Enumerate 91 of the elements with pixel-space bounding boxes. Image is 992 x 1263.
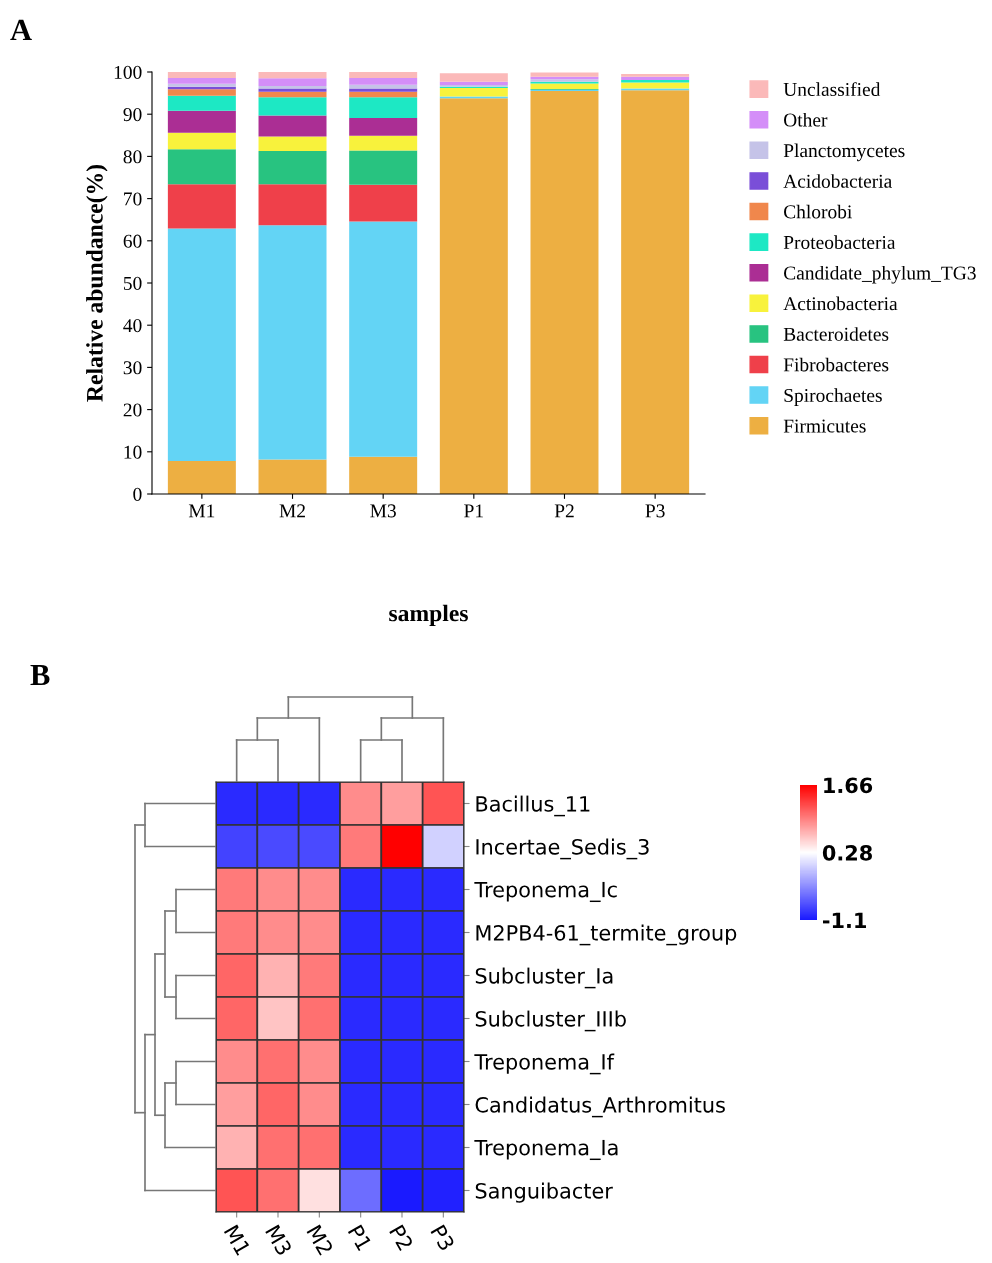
x-tick-label: P3 — [430, 1224, 456, 1252]
bar — [167, 110, 236, 133]
bar — [349, 91, 418, 98]
y-tick-label: Subcluster_Ia — [475, 967, 613, 989]
bar — [439, 98, 508, 494]
y-tick-label: Subcluster_IIIb — [475, 1010, 626, 1032]
x-tick-label: M2 — [279, 504, 305, 518]
legend-label: Fibrobacteres — [783, 357, 889, 372]
legend-label: Spirochaetes — [784, 388, 882, 406]
x-tick-label: M1 — [223, 1224, 251, 1256]
bar — [530, 90, 599, 494]
bar — [258, 91, 327, 98]
y-tick-label: 60 — [123, 234, 142, 248]
color-bar-label: -1.1 — [822, 912, 866, 928]
y-tick-label: 70 — [124, 192, 142, 206]
text: A — [10, 19, 32, 40]
x-tick-label: P1 — [464, 504, 483, 518]
bar — [167, 228, 236, 462]
x-tick-label: M2 — [306, 1224, 334, 1256]
bar — [258, 150, 327, 185]
bar — [258, 225, 327, 460]
bar — [349, 150, 418, 185]
x-tick-label: P2 — [389, 1224, 414, 1251]
legend-label: Actinobacteria — [783, 296, 898, 311]
y-tick-label: 10 — [124, 445, 142, 459]
legend-label: Acidobacteria — [783, 174, 892, 188]
bar — [167, 95, 236, 111]
bar — [349, 184, 418, 222]
y-tick-label: 20 — [123, 403, 142, 417]
color-bar-label: 0.28 — [822, 844, 872, 861]
y-tick-label: Incertae_Sedis_3 — [476, 838, 649, 860]
x-tick-label: P2 — [554, 504, 574, 518]
y-tick-label: 50 — [123, 276, 142, 290]
bar — [258, 459, 327, 494]
bar — [167, 461, 236, 494]
bar — [167, 184, 236, 229]
y-tick-label: 40 — [123, 319, 142, 333]
bar — [167, 77, 236, 84]
legend-label: Other — [784, 112, 828, 127]
bar — [167, 89, 236, 96]
bar — [530, 72, 599, 77]
legend-label: Unclassified — [783, 82, 881, 97]
bar — [530, 83, 599, 89]
x-tick-label: P3 — [645, 504, 665, 518]
y-tick-label: Bacillus_11 — [476, 795, 590, 817]
legend-label: Firmicutes — [783, 419, 866, 433]
bar — [167, 72, 236, 78]
bar — [258, 78, 327, 86]
legend-label: Bacteroidetes — [783, 327, 889, 341]
color-bar-label: 1.66 — [824, 777, 873, 794]
legend-label: Chlorobi — [784, 204, 852, 219]
bar — [439, 73, 508, 82]
legend-label: Candidate_phylum_TG3 — [784, 265, 976, 284]
bar — [349, 118, 418, 136]
bar — [258, 184, 327, 226]
bar — [439, 88, 508, 97]
y-tick-label: 100 — [114, 65, 142, 79]
y-tick-label: 0 — [133, 487, 142, 501]
y-tick-label: Treponema_Ia — [474, 1139, 618, 1161]
y-tick-label: Treponema_If — [474, 1053, 615, 1075]
x-tick-label: M3 — [265, 1224, 293, 1257]
x-axis-title: samples — [389, 604, 468, 627]
y-axis-title: Relative abundance(%) — [86, 165, 108, 402]
y-tick-label: 30 — [123, 361, 142, 375]
bar — [349, 77, 418, 85]
bar — [349, 135, 418, 151]
bar — [621, 80, 690, 83]
text: B — [30, 664, 50, 686]
y-tick-label: Sanguibacter — [475, 1182, 613, 1203]
bar — [258, 72, 327, 79]
bar — [349, 72, 418, 78]
bar — [621, 90, 690, 494]
y-tick-label: 80 — [123, 150, 142, 164]
x-tick-label: M1 — [188, 504, 215, 518]
bar — [167, 149, 236, 185]
y-tick-label: Treponema_Ic — [474, 881, 617, 903]
bar — [167, 132, 236, 150]
y-tick-label: Candidatus_Arthromitus — [475, 1096, 725, 1118]
bar — [258, 115, 327, 137]
bar — [349, 456, 418, 494]
bar — [349, 97, 418, 118]
y-tick-label: 90 — [123, 108, 142, 122]
legend-label: Planctomycetes — [783, 143, 905, 162]
legend-label: Proteobacteria — [783, 235, 896, 250]
bar — [258, 97, 327, 116]
x-tick-label: P1 — [347, 1224, 373, 1252]
bar — [349, 88, 418, 92]
x-tick-label: M3 — [370, 504, 396, 518]
y-tick-label: M2PB4-61_termite_group — [476, 924, 737, 946]
bar — [349, 221, 418, 457]
bar — [258, 136, 327, 151]
